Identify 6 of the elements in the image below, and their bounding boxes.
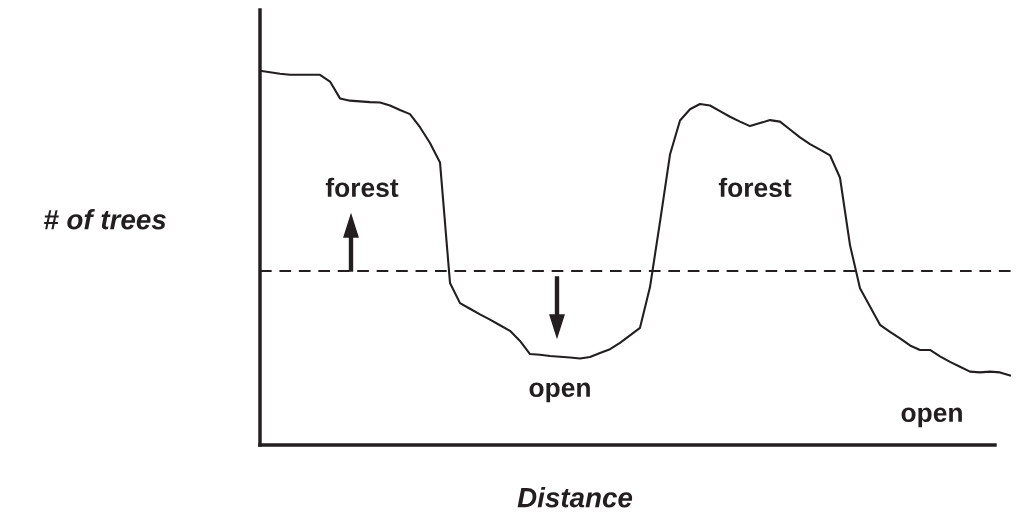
annotation: open xyxy=(901,407,962,428)
annotation: forest xyxy=(718,177,792,198)
y-axis-title: # of trees xyxy=(44,209,166,230)
annotation: forest xyxy=(325,177,399,198)
x-axis-title: Distance xyxy=(517,487,633,508)
annotation: open xyxy=(529,382,590,403)
